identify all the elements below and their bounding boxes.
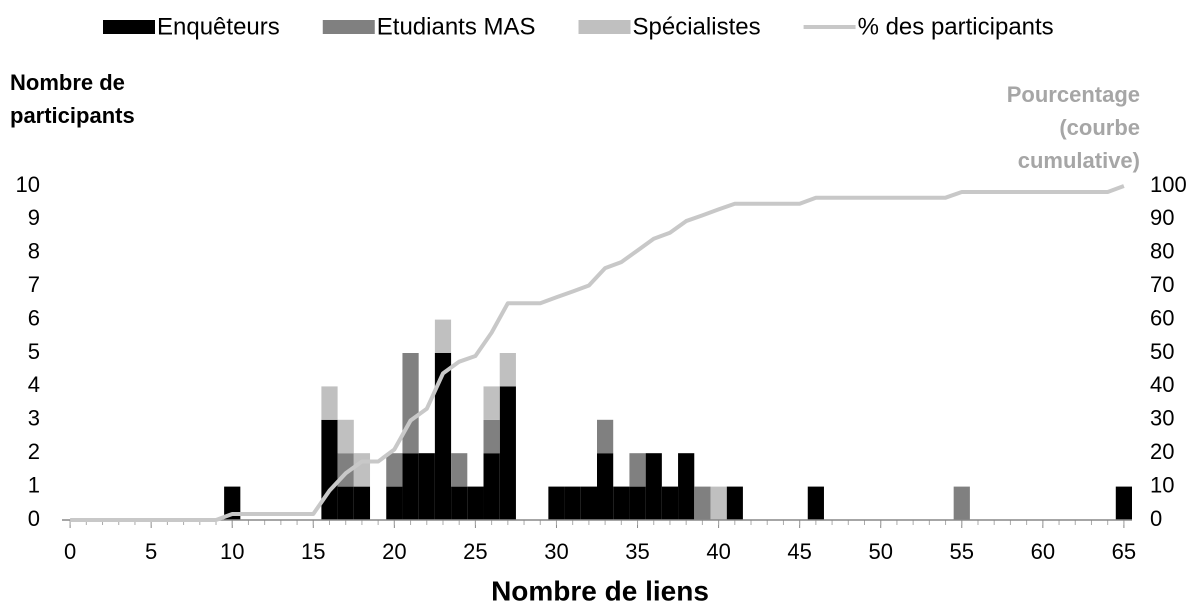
y-tick-label: 5 — [28, 339, 40, 364]
bar — [1115, 486, 1132, 520]
bar — [402, 353, 419, 454]
bar — [321, 386, 338, 420]
bar — [580, 486, 597, 520]
bar — [386, 453, 403, 487]
bar — [613, 486, 630, 520]
bar — [645, 453, 662, 520]
y2-tick-label: 60 — [1150, 305, 1174, 330]
bar — [726, 486, 743, 520]
bar — [402, 453, 419, 520]
x-tick-label: 45 — [787, 539, 811, 564]
x-tick-label: 65 — [1112, 539, 1136, 564]
bar — [564, 486, 581, 520]
bar — [629, 486, 646, 520]
bar — [353, 486, 371, 520]
bar — [224, 486, 241, 520]
bar — [499, 386, 516, 520]
legend-label: Spécialistes — [633, 13, 761, 40]
bar — [597, 453, 614, 520]
x-tick-label: 25 — [463, 539, 487, 564]
y2-tick-label: 30 — [1150, 406, 1174, 431]
y2-tick-label: 20 — [1150, 439, 1174, 464]
legend-label: Etudiants MAS — [377, 13, 536, 40]
bar — [434, 319, 452, 353]
x-tick-label: 60 — [1031, 539, 1055, 564]
y2-axis-title: Pourcentage (courbe cumulative) — [1006, 82, 1140, 173]
legend-swatch — [103, 20, 155, 34]
bar — [321, 419, 338, 520]
y-tick-label: 6 — [28, 305, 40, 330]
legend-swatch — [578, 20, 631, 34]
y2-tick-label: 70 — [1150, 272, 1174, 297]
bar — [807, 486, 824, 520]
bar — [353, 453, 371, 487]
y2-tick-label: 10 — [1150, 472, 1174, 497]
bar — [451, 453, 468, 487]
y-tick-label: 9 — [28, 205, 40, 230]
bar — [483, 386, 500, 420]
y2-tick-label: 50 — [1150, 339, 1174, 364]
x-tick-label: 15 — [301, 539, 325, 564]
y2-tick-label: 90 — [1150, 205, 1174, 230]
x-tick-label: 0 — [64, 539, 76, 564]
x-tick-label: 35 — [625, 539, 649, 564]
y-tick-label: 4 — [28, 372, 40, 397]
legend-swatch — [322, 20, 375, 34]
y-tick-label: 8 — [28, 239, 40, 264]
y2-tick-label: 80 — [1150, 239, 1174, 264]
bar — [953, 486, 970, 520]
y-tick-label: 10 — [16, 172, 40, 197]
y-tick-label: 2 — [28, 439, 40, 464]
bar — [629, 453, 646, 487]
y-tick-label: 7 — [28, 272, 40, 297]
x-tick-label: 50 — [868, 539, 892, 564]
bar — [694, 486, 711, 520]
bar — [337, 419, 354, 454]
x-tick-label: 40 — [706, 539, 730, 564]
bar — [548, 486, 565, 520]
bar — [451, 486, 468, 520]
y2-tick-label: 100 — [1150, 172, 1187, 197]
y2-tick-label: 40 — [1150, 372, 1174, 397]
bar — [597, 419, 614, 454]
x-tick-label: 5 — [145, 539, 157, 564]
x-tick-label: 55 — [950, 539, 974, 564]
bar — [661, 486, 679, 520]
legend-label: % des participants — [858, 13, 1054, 40]
bar — [467, 486, 484, 520]
line — [70, 184, 1125, 522]
bar — [483, 453, 500, 520]
legend-label: Enquêteurs — [157, 13, 280, 40]
y-tick-label: 0 — [28, 506, 40, 531]
x-tick-label: 20 — [382, 539, 406, 564]
y-tick-label: 3 — [28, 406, 40, 431]
bar — [337, 486, 354, 520]
y-tick-label: 1 — [28, 472, 40, 497]
y2-tick-label: 0 — [1150, 506, 1162, 531]
x-tick-label: 10 — [220, 539, 244, 564]
bar — [499, 353, 516, 387]
bar — [418, 453, 435, 520]
bar — [678, 453, 695, 520]
x-tick-label: 30 — [544, 539, 568, 564]
bar — [483, 419, 500, 454]
bar — [434, 353, 452, 520]
bar — [386, 486, 403, 520]
y-axis-title: Nombre de participants — [10, 70, 135, 128]
x-axis-title: Nombre de liens — [491, 575, 709, 606]
bar — [710, 486, 727, 520]
